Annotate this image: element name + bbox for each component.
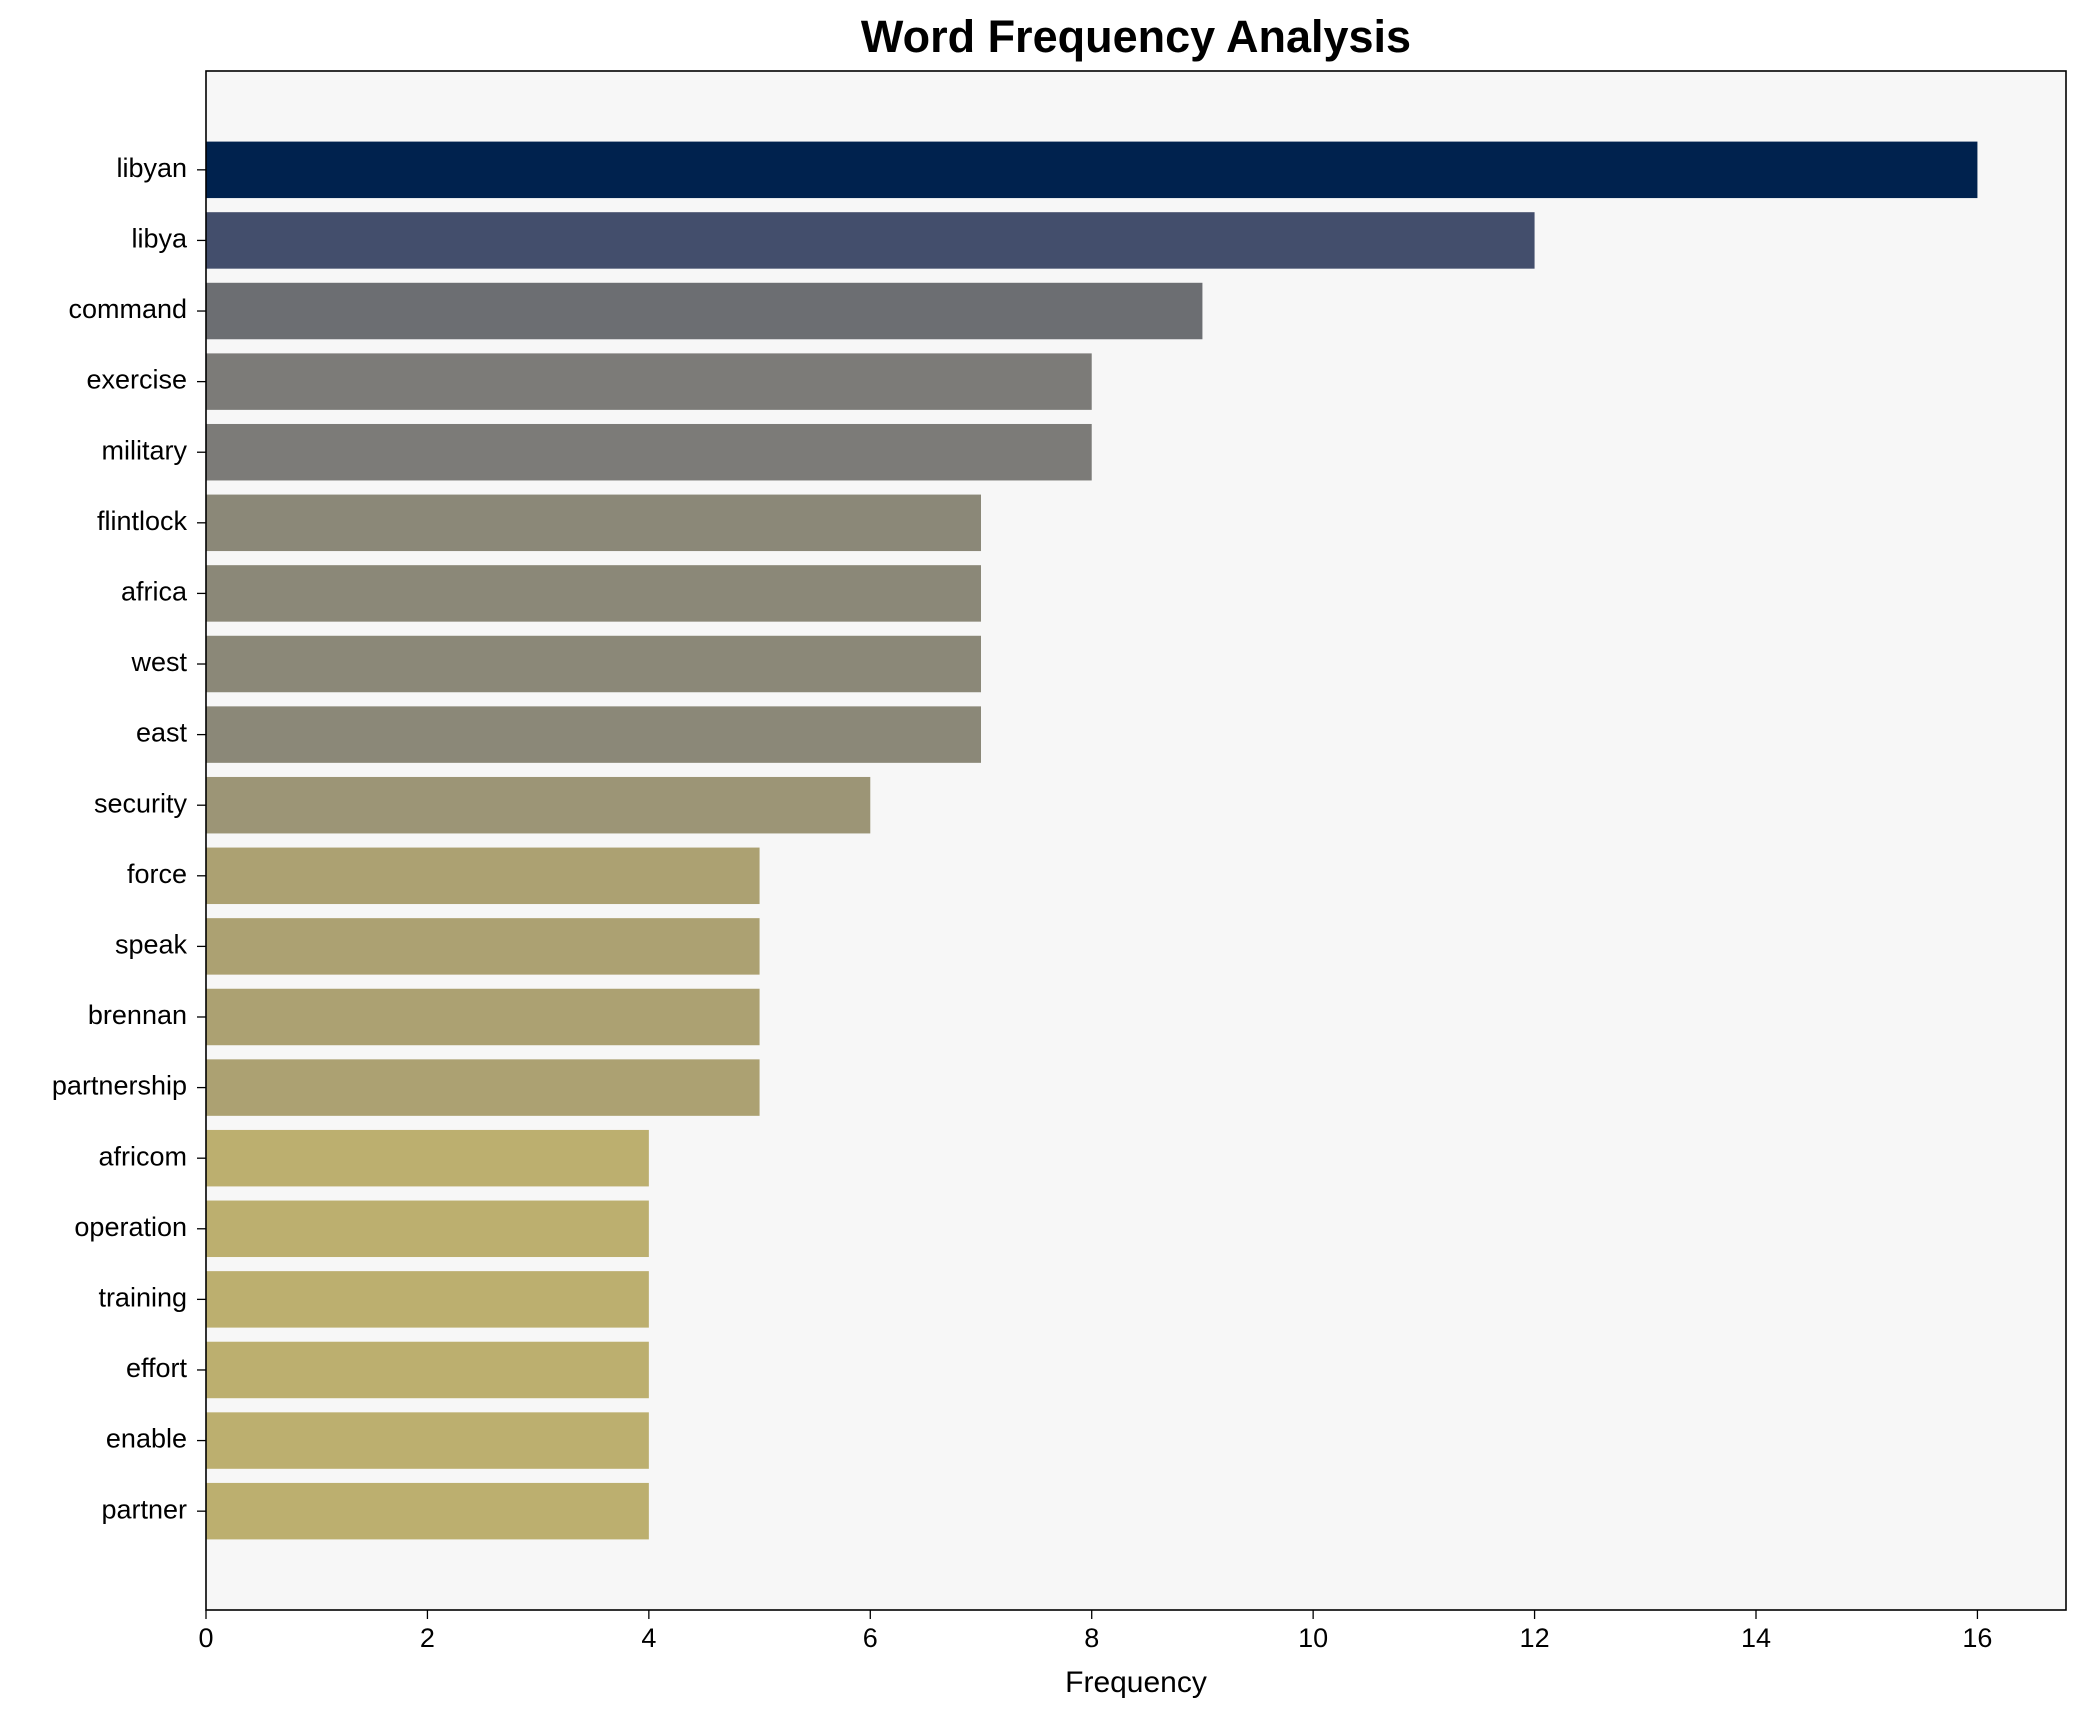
x-tick-label: 2: [420, 1623, 435, 1653]
bar: [206, 423, 1092, 481]
bar: [206, 353, 1092, 410]
y-tick-label: training: [98, 1283, 187, 1313]
bar: [206, 1129, 649, 1187]
y-tick-label: exercise: [86, 365, 187, 395]
y-tick-label: enable: [106, 1424, 187, 1454]
y-tick-label: partnership: [52, 1071, 187, 1101]
y-tick-label: libyan: [116, 153, 187, 183]
x-tick-label: 4: [641, 1623, 656, 1653]
y-tick-label: speak: [115, 930, 188, 960]
y-tick-label: africa: [121, 577, 188, 607]
bar: [206, 1341, 649, 1399]
y-tick-label: operation: [74, 1212, 187, 1242]
y-tick-label: security: [94, 788, 188, 818]
bar: [206, 1271, 649, 1328]
bar: [206, 847, 760, 905]
x-tick-label: 10: [1298, 1623, 1328, 1653]
x-tick-label: 16: [1962, 1623, 1992, 1653]
bar: [206, 1059, 760, 1116]
bar: [206, 1412, 649, 1469]
bar: [206, 918, 760, 975]
bar: [206, 494, 981, 552]
bar: [206, 776, 871, 834]
bar: [206, 706, 981, 763]
y-tick-label: effort: [126, 1353, 188, 1383]
y-tick-label: force: [127, 859, 187, 889]
x-tick-label: 0: [198, 1623, 213, 1653]
bar: [206, 1200, 649, 1258]
bar: [206, 212, 1535, 269]
bar: [206, 988, 760, 1046]
y-tick-label: west: [130, 647, 187, 677]
y-tick-label: partner: [101, 1494, 187, 1524]
y-tick-label: brennan: [88, 1000, 187, 1030]
bar: [206, 635, 981, 693]
y-tick-label: military: [102, 435, 188, 465]
y-tick-label: east: [136, 718, 188, 748]
x-tick-label: 14: [1741, 1623, 1771, 1653]
y-tick-label: command: [68, 294, 187, 324]
plot-frame: [205, 70, 2067, 1611]
chart-title: Word Frequency Analysis: [861, 11, 1411, 62]
x-tick-label: 12: [1520, 1623, 1550, 1653]
bar: [206, 565, 981, 622]
bar: [206, 282, 1203, 340]
x-axis-label: Frequency: [1065, 1666, 1207, 1699]
x-tick-label: 6: [863, 1623, 878, 1653]
y-tick-label: libya: [131, 224, 188, 254]
y-tick-label: flintlock: [97, 506, 188, 536]
y-tick-label: africom: [98, 1141, 187, 1171]
bar: [206, 141, 1978, 199]
x-tick-label: 8: [1084, 1623, 1099, 1653]
bar: [206, 1482, 649, 1540]
